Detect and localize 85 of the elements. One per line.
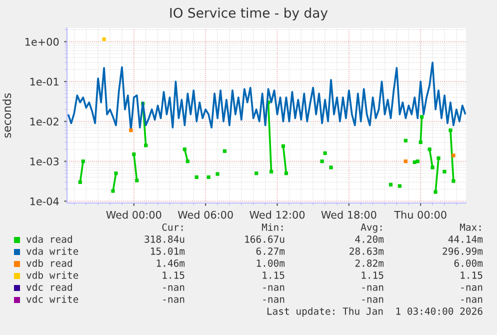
y-tick-label: 1e-03	[30, 158, 59, 166]
text: 1.15	[362, 272, 384, 279]
text: 6.00m	[454, 259, 483, 267]
y-axis-title: seconds	[2, 93, 12, 138]
text: 166.67u	[245, 235, 284, 243]
point	[284, 171, 288, 176]
point	[320, 159, 324, 164]
text: Last update: Thu Jan 1 03:40:00 2026	[267, 307, 482, 317]
y-tick-label: 1e-02	[30, 118, 58, 126]
text: 6.27m	[256, 247, 285, 255]
text: 296.99m	[442, 247, 483, 255]
text: Max:	[460, 224, 481, 231]
text: 1.15	[460, 272, 482, 279]
text: -nan	[263, 285, 284, 291]
point	[452, 154, 456, 158]
text: -nan	[362, 297, 384, 303]
point	[404, 159, 408, 164]
text: 318.84u	[144, 235, 184, 243]
text: -nan	[461, 297, 482, 303]
point	[323, 151, 327, 155]
text: 2.82m	[355, 259, 384, 267]
text: 44.14m	[448, 236, 483, 243]
text: -nan	[163, 297, 184, 303]
text: Min:	[262, 223, 283, 231]
point	[281, 144, 286, 148]
legend-label: vdb read	[26, 259, 72, 267]
x-tick-label: Wed 00:00	[106, 210, 162, 219]
x-tick-label: Wed 12:00	[250, 210, 305, 219]
point	[436, 156, 440, 160]
point	[114, 171, 118, 176]
point	[434, 190, 438, 194]
point	[111, 189, 115, 193]
point	[404, 138, 408, 142]
point	[452, 179, 456, 183]
point	[135, 178, 139, 182]
point	[132, 152, 136, 156]
point	[102, 37, 106, 42]
point	[448, 128, 452, 132]
point	[216, 172, 220, 176]
point	[182, 147, 186, 152]
text: -nan	[362, 285, 384, 291]
legend-label: vda read	[26, 235, 72, 243]
point	[254, 171, 258, 176]
point	[186, 159, 190, 164]
point	[78, 180, 82, 184]
point	[194, 175, 198, 179]
legend-label: vdc write	[26, 295, 78, 303]
text: Cur:	[162, 223, 183, 231]
point	[418, 140, 422, 144]
text: 1.46m	[156, 259, 185, 267]
chart-title: IO Service time - by day	[170, 8, 328, 20]
text: 28.63m	[350, 247, 384, 255]
point	[129, 128, 133, 132]
point	[442, 170, 446, 174]
point	[144, 144, 148, 148]
text: 1.15	[262, 272, 284, 279]
point	[329, 166, 333, 170]
point	[206, 175, 210, 179]
text: -nan	[263, 297, 284, 303]
point	[420, 115, 424, 119]
legend-label: vdb write	[26, 271, 78, 279]
point	[222, 149, 226, 153]
point	[416, 159, 420, 164]
y-tick-label: 1e-01	[30, 78, 58, 86]
text: -nan	[163, 285, 184, 291]
x-tick-label: Thu 00:00	[394, 210, 446, 219]
y-tick-label: 1e-04	[30, 197, 59, 206]
text: Avg:	[360, 224, 382, 233]
x-tick-label: Wed 18:00	[321, 210, 376, 219]
point	[269, 170, 274, 174]
point	[428, 147, 432, 152]
text: -nan	[461, 285, 482, 291]
point	[81, 159, 85, 164]
point	[388, 182, 393, 186]
text: 4.20m	[355, 235, 384, 243]
line-series	[67, 62, 466, 132]
text: 1.00m	[256, 259, 285, 267]
legend-label: vda write	[26, 247, 78, 255]
x-tick-label: Wed 06:00	[178, 210, 233, 219]
point	[398, 184, 402, 188]
text: 1.15	[162, 272, 184, 279]
text: 15.01m	[151, 247, 185, 255]
y-tick-label: 1e+00	[25, 38, 59, 46]
legend-label: vdc read	[26, 283, 72, 291]
point	[430, 166, 434, 170]
